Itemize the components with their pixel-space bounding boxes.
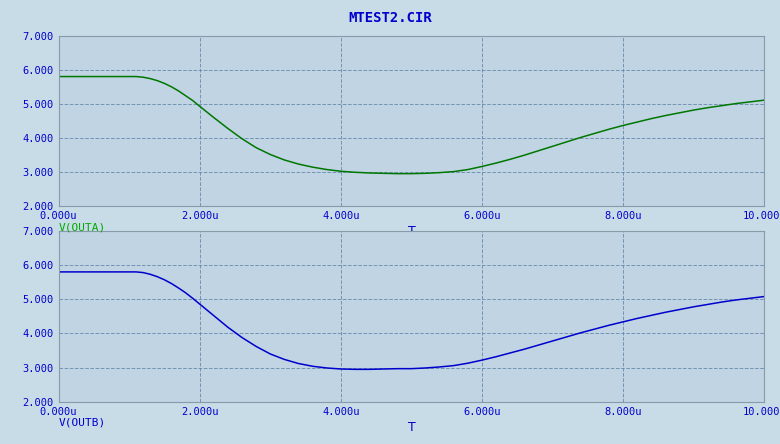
Text: MTEST2.CIR: MTEST2.CIR: [348, 11, 432, 25]
Text: V(OUTA): V(OUTA): [58, 222, 106, 232]
Text: V(OUTB): V(OUTB): [58, 417, 106, 428]
X-axis label: T: T: [408, 421, 415, 434]
X-axis label: T: T: [408, 226, 415, 238]
